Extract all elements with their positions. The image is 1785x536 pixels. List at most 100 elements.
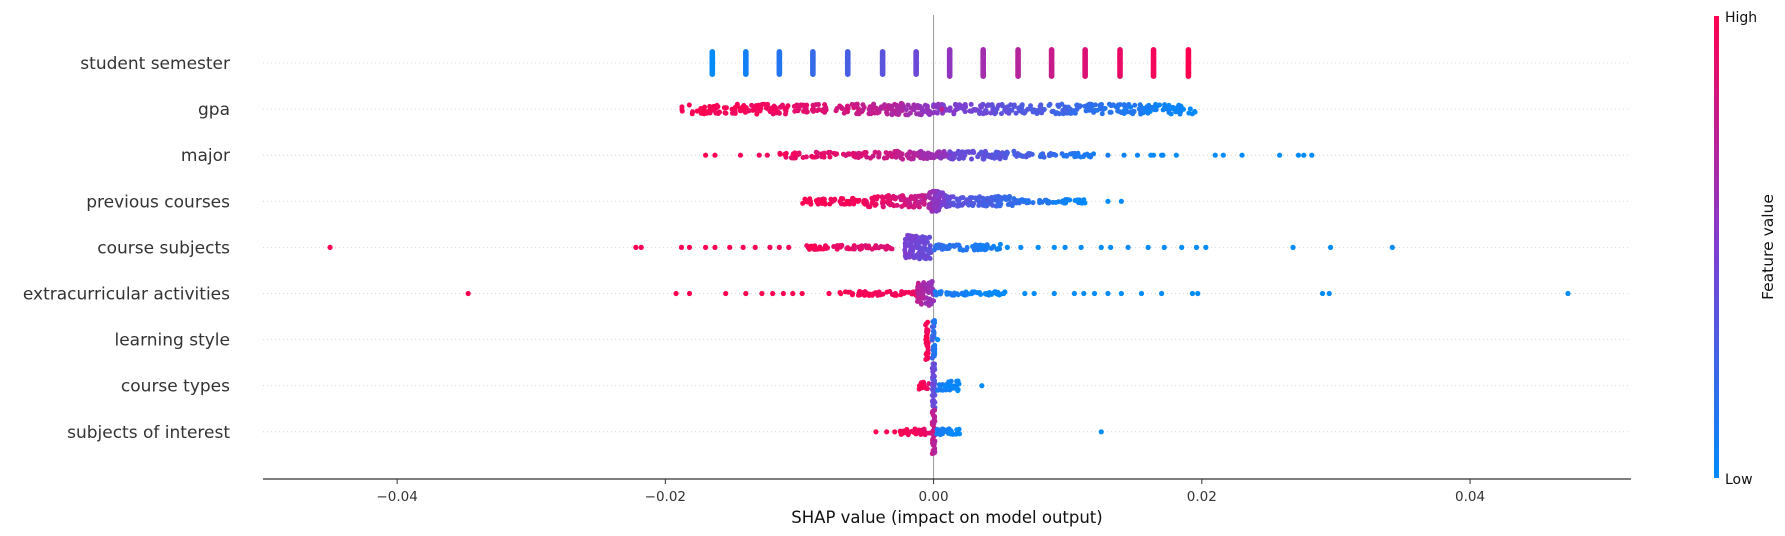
data-point bbox=[465, 290, 471, 297]
data-point bbox=[980, 47, 987, 79]
data-point bbox=[732, 104, 738, 110]
data-point bbox=[923, 287, 929, 293]
data-point bbox=[920, 431, 926, 437]
data-point bbox=[1193, 244, 1200, 250]
data-point bbox=[940, 190, 946, 196]
feature-label: gpa bbox=[198, 100, 230, 120]
data-point bbox=[957, 105, 963, 111]
data-point bbox=[1035, 108, 1041, 114]
data-point bbox=[962, 102, 968, 108]
data-point bbox=[883, 246, 889, 252]
data-point bbox=[921, 252, 927, 258]
data-point bbox=[866, 243, 872, 249]
data-point bbox=[915, 193, 921, 199]
data-point bbox=[955, 292, 961, 298]
data-point bbox=[904, 197, 910, 203]
data-point bbox=[1081, 290, 1087, 297]
data-point bbox=[816, 107, 822, 113]
data-point bbox=[880, 203, 886, 209]
data-point bbox=[937, 427, 943, 433]
data-point bbox=[831, 244, 837, 250]
data-point bbox=[898, 100, 904, 106]
data-point bbox=[911, 204, 917, 210]
data-point bbox=[851, 246, 857, 252]
data-point bbox=[978, 292, 984, 298]
data-point bbox=[850, 291, 856, 297]
x-tick-label: 0.00 bbox=[919, 489, 949, 505]
data-point bbox=[849, 102, 855, 108]
data-point bbox=[932, 449, 938, 455]
data-point bbox=[702, 244, 709, 250]
data-point bbox=[969, 156, 975, 162]
data-point bbox=[946, 47, 953, 79]
data-point bbox=[879, 194, 885, 200]
data-point bbox=[1106, 101, 1112, 107]
data-point bbox=[1277, 152, 1283, 158]
data-point bbox=[782, 151, 788, 157]
data-point bbox=[686, 244, 693, 250]
data-point bbox=[790, 290, 796, 297]
data-point bbox=[804, 102, 810, 108]
data-point bbox=[884, 111, 890, 117]
data-point bbox=[1295, 152, 1301, 158]
data-point bbox=[829, 198, 835, 204]
data-point bbox=[740, 244, 746, 250]
data-point bbox=[951, 109, 957, 115]
data-point bbox=[984, 203, 990, 209]
data-point bbox=[1220, 152, 1226, 158]
data-point bbox=[971, 149, 977, 155]
data-point bbox=[905, 112, 911, 118]
data-point bbox=[838, 291, 844, 297]
data-point bbox=[927, 234, 933, 240]
data-point bbox=[984, 242, 990, 248]
data-point bbox=[884, 429, 890, 435]
data-point bbox=[1195, 290, 1201, 297]
data-point bbox=[826, 149, 832, 155]
data-point bbox=[1019, 197, 1025, 203]
data-point bbox=[925, 107, 931, 113]
data-point bbox=[792, 108, 798, 114]
data-point bbox=[930, 328, 936, 334]
data-point bbox=[920, 290, 926, 296]
data-point bbox=[872, 149, 878, 155]
data-point bbox=[902, 240, 908, 246]
data-point bbox=[1063, 152, 1069, 158]
data-point bbox=[901, 291, 907, 297]
data-point bbox=[956, 203, 962, 209]
data-point bbox=[327, 244, 333, 250]
data-point bbox=[808, 244, 814, 250]
data-point bbox=[815, 150, 821, 156]
data-point bbox=[1046, 103, 1052, 109]
data-point bbox=[759, 290, 765, 297]
data-point bbox=[938, 151, 944, 157]
data-point bbox=[1018, 153, 1024, 159]
data-point bbox=[984, 103, 990, 109]
data-point bbox=[889, 103, 895, 109]
data-point bbox=[896, 149, 902, 155]
data-point bbox=[854, 111, 860, 117]
data-point bbox=[793, 103, 799, 109]
data-point bbox=[1001, 291, 1007, 297]
data-point bbox=[804, 199, 810, 205]
data-point bbox=[932, 346, 938, 352]
data-point bbox=[686, 102, 692, 108]
data-point bbox=[955, 428, 961, 434]
data-point bbox=[892, 292, 898, 298]
data-point bbox=[939, 106, 945, 112]
data-point bbox=[1055, 102, 1061, 108]
data-point bbox=[1565, 290, 1571, 297]
data-point bbox=[737, 152, 744, 158]
data-point bbox=[1068, 151, 1074, 157]
data-point bbox=[980, 101, 986, 107]
data-point bbox=[1105, 152, 1111, 158]
data-point bbox=[908, 105, 914, 111]
data-point bbox=[878, 244, 884, 250]
data-point bbox=[1290, 244, 1296, 250]
data-point bbox=[705, 108, 711, 114]
data-point bbox=[1051, 244, 1057, 250]
data-point bbox=[713, 110, 719, 116]
data-point bbox=[709, 49, 716, 77]
data-point bbox=[881, 102, 887, 108]
data-point bbox=[1105, 198, 1111, 204]
data-point bbox=[930, 382, 936, 388]
